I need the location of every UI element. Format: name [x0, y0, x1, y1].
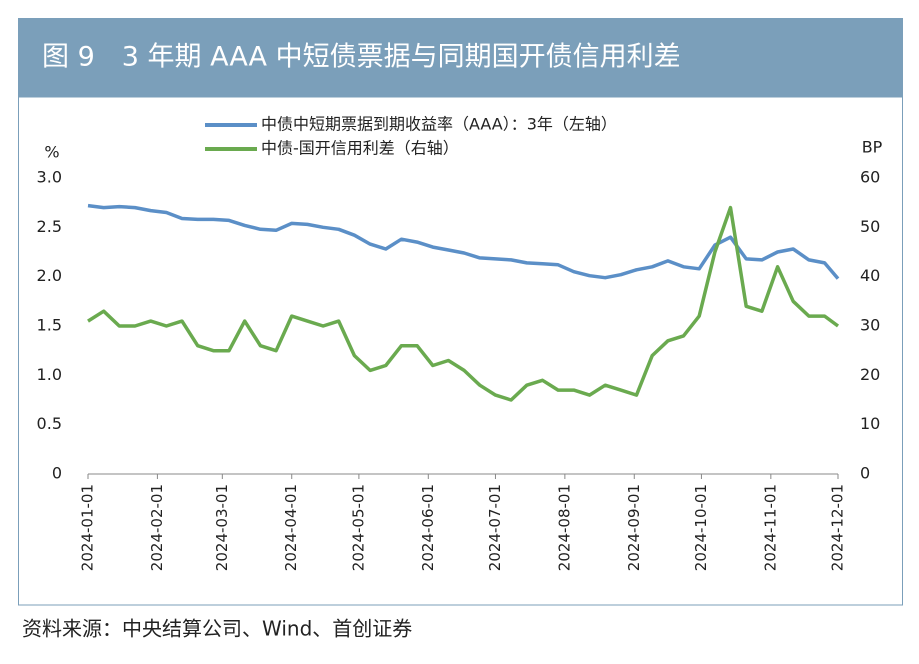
x-tick-label: 2024-12-01	[829, 484, 847, 571]
x-tick-label: 2024-06-01	[419, 484, 437, 571]
y-axis-label: %	[44, 143, 59, 162]
x-tick-label: 2024-02-01	[148, 484, 166, 571]
source: 资料来源：中央结算公司、Wind、首创证券	[22, 617, 412, 641]
chart-title: 图 9 3 年期 AAA 中短债票据与同期国开债信用利差	[42, 42, 681, 73]
y2-tick-label: 40	[860, 266, 880, 285]
x-tick-label: 2024-11-01	[761, 484, 779, 571]
y-tick-label: 3.0	[37, 168, 62, 187]
y-tick-label: 0	[52, 464, 62, 483]
y-tick-label: 2.5	[37, 217, 62, 236]
y-tick-label: 1.0	[37, 365, 62, 384]
x-tick-label: 2024-01-01	[79, 484, 97, 571]
y2-tick-label: 60	[860, 168, 880, 187]
series-line	[87, 203, 840, 280]
legend-label: 中债中短期票据到期收益率（AAA）：3年（左轴）	[261, 115, 617, 134]
y2-tick-label: 30	[860, 316, 880, 335]
x-tick-label: 2024-05-01	[349, 484, 367, 571]
y2-tick-label: 50	[860, 217, 880, 236]
y-tick-label: 0.5	[37, 414, 62, 433]
x-tick-label: 2024-09-01	[625, 484, 643, 571]
series-line	[87, 205, 840, 402]
y-tick-label: 1.5	[37, 316, 62, 335]
x-tick-label: 2024-08-01	[555, 484, 573, 571]
y2-tick-label: 20	[860, 365, 880, 384]
legend-label: 中债-国开信用利差（右轴）	[261, 139, 459, 158]
x-tick-label: 2024-07-01	[486, 484, 504, 571]
x-tick-label: 2024-03-01	[213, 484, 231, 571]
y2-axis-label: BP	[862, 138, 883, 157]
x-tick-label: 2024-10-01	[692, 484, 710, 571]
frame	[18, 96, 903, 606]
y2-tick-label: 10	[860, 414, 880, 433]
y2-tick-label: 0	[860, 464, 870, 483]
header-band	[18, 18, 903, 97]
x-tick-label: 2024-04-01	[282, 484, 300, 571]
y-tick-label: 2.0	[37, 266, 62, 285]
